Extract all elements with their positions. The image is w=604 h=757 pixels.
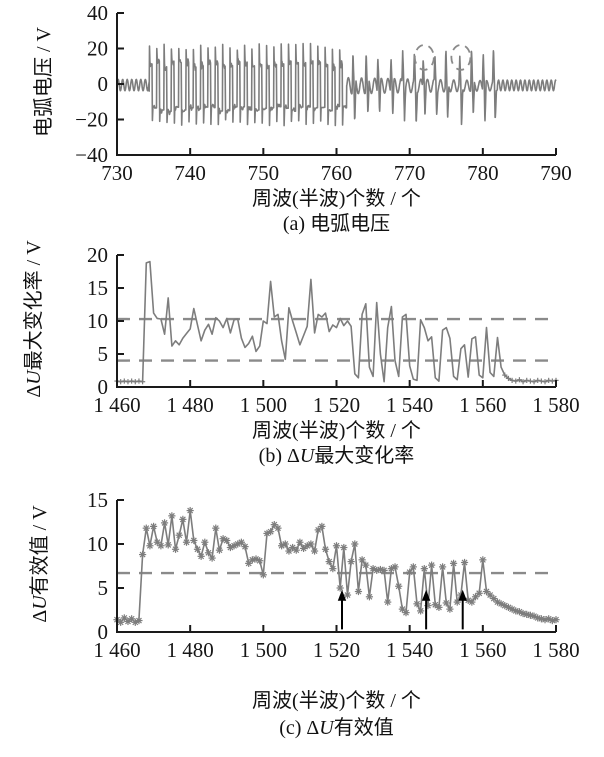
svg-text:740: 740 <box>174 161 206 185</box>
ylabel-b-text: 最大变化率 / V <box>23 240 45 371</box>
svg-text:1 520: 1 520 <box>313 393 360 417</box>
svg-text:−40: −40 <box>75 143 108 167</box>
x-axis-label-a: 周波(半波)个数 / 个 <box>252 188 421 210</box>
svg-text:15: 15 <box>87 488 108 512</box>
svg-text:10: 10 <box>87 309 108 333</box>
caption-b-u: U <box>299 445 315 467</box>
delta-u-rms-chart: 1 460 1 480 1 500 1 520 1 540 1 560 1 580 0 5 10 1… <box>87 488 580 662</box>
svg-text:1 500: 1 500 <box>240 638 287 662</box>
y-axis-label-arc-voltage: 电弧电压 / V <box>33 27 55 137</box>
caption-b: (b) ΔU最大变化率 <box>117 445 556 468</box>
caption-c-suffix: 有效值 <box>333 717 394 739</box>
ylabel-c-text: 有效值 / V <box>29 505 51 596</box>
ylabel-c-u: U <box>29 595 51 610</box>
svg-text:0: 0 <box>98 620 109 644</box>
svg-text:1 480: 1 480 <box>167 393 214 417</box>
svg-text:1 540: 1 540 <box>386 638 433 662</box>
caption-c: (c) ΔU有效值 <box>117 717 556 740</box>
svg-text:1 460: 1 460 <box>93 393 140 417</box>
svg-text:1 500: 1 500 <box>240 393 287 417</box>
svg-text:1 560: 1 560 <box>459 638 506 662</box>
ylabel-b-delta: Δ <box>23 384 45 398</box>
svg-text:790: 790 <box>540 161 572 185</box>
svg-text:20: 20 <box>87 243 108 267</box>
caption-c-u: U <box>319 717 334 739</box>
svg-text:0: 0 <box>98 375 109 399</box>
svg-text:−20: −20 <box>75 108 108 132</box>
x-axis-label-b: 周波(半波)个数 / 个 <box>252 420 421 442</box>
caption-a: (a) 电弧电压 <box>282 213 391 235</box>
svg-text:770: 770 <box>394 161 426 185</box>
svg-text:10: 10 <box>87 532 108 556</box>
y-axis-label-delta-u-max-change-rate: ΔU最大变化率 / V <box>23 204 45 434</box>
y-axis-label-delta-u-rms: ΔU有效值 / V <box>29 469 51 659</box>
ylabel-b-u: U <box>23 370 45 385</box>
arc-voltage-chart: 730 740 750 760 770 780 790 40 20 0 −20 −40 <box>75 1 572 185</box>
svg-text:1 560: 1 560 <box>459 393 506 417</box>
svg-text:730: 730 <box>101 161 133 185</box>
ylabel-c-delta: Δ <box>29 609 51 623</box>
svg-text:5: 5 <box>98 576 109 600</box>
caption-b-suffix: 最大变化率 <box>314 445 415 467</box>
x-axis-label-c: 周波(半波)个数 / 个 <box>252 690 421 712</box>
svg-text:1 480: 1 480 <box>167 638 214 662</box>
svg-text:1 540: 1 540 <box>386 393 433 417</box>
svg-text:1 520: 1 520 <box>313 638 360 662</box>
svg-text:40: 40 <box>87 1 108 25</box>
caption-b-prefix: (b) Δ <box>258 445 300 467</box>
caption-c-prefix: (c) Δ <box>279 717 320 739</box>
svg-text:20: 20 <box>87 37 108 61</box>
svg-text:15: 15 <box>87 276 108 300</box>
svg-text:1 580: 1 580 <box>532 393 579 417</box>
svg-text:780: 780 <box>467 161 499 185</box>
svg-text:1 580: 1 580 <box>532 638 579 662</box>
svg-text:750: 750 <box>248 161 280 185</box>
svg-text:760: 760 <box>321 161 353 185</box>
svg-text:0: 0 <box>98 72 109 96</box>
delta-u-max-change-rate-chart: 1 460 1 480 1 500 1 520 1 540 1 560 1 580 0 5 10 1… <box>87 243 580 417</box>
svg-text:1 460: 1 460 <box>93 638 140 662</box>
svg-text:5: 5 <box>98 342 109 366</box>
